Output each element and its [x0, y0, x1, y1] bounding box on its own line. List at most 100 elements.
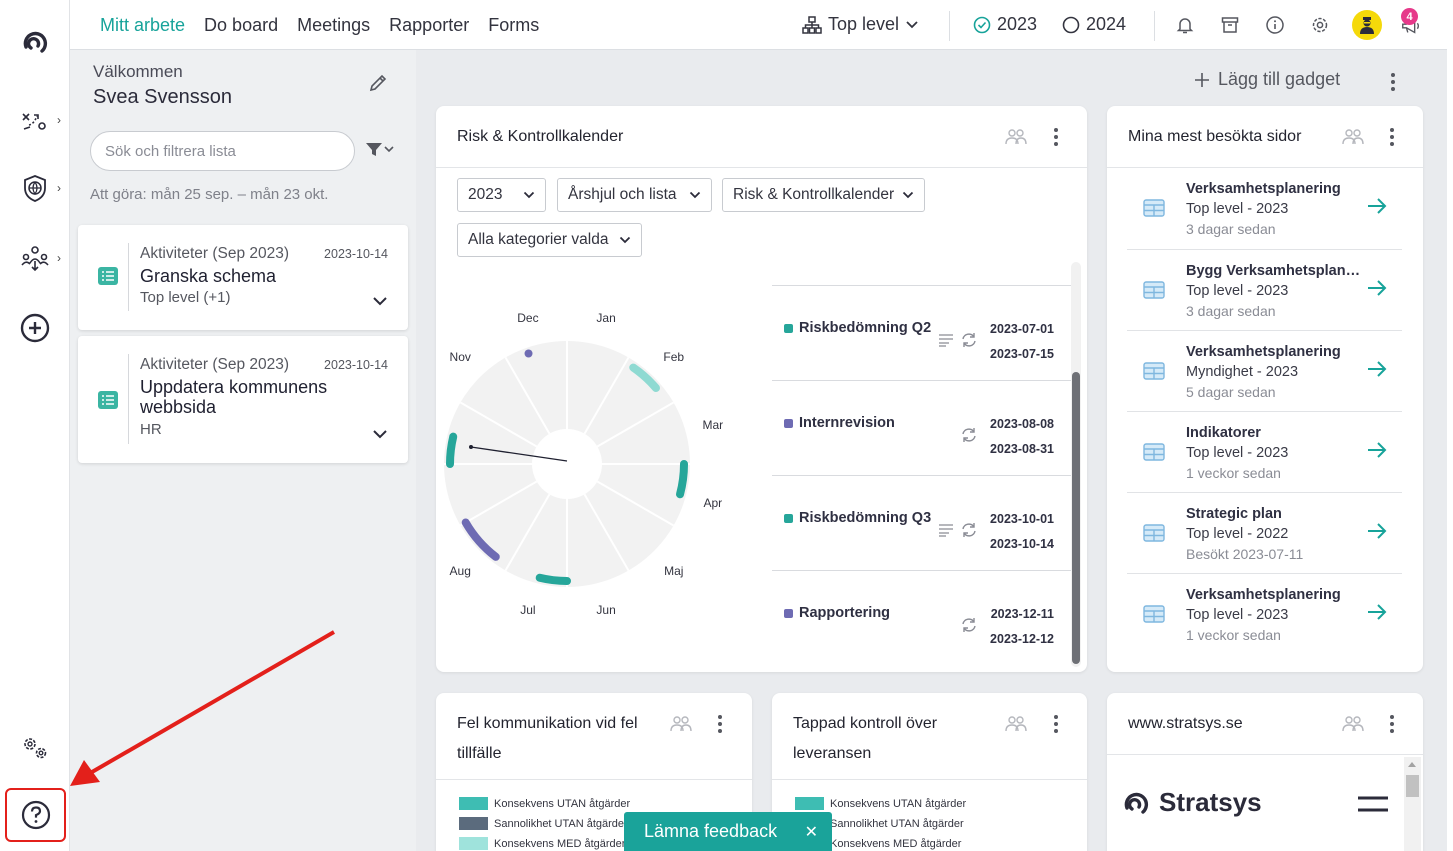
wheel-arc-okt[interactable]	[446, 432, 458, 468]
visited-title[interactable]: Strategic plan	[1186, 506, 1282, 522]
chevron-down-icon[interactable]	[372, 293, 388, 311]
arrow-right-icon[interactable]	[1367, 280, 1387, 301]
visited-title[interactable]: Verksamhetsplanering	[1186, 181, 1341, 197]
hamburger-menu-icon[interactable]	[1358, 796, 1388, 817]
visited-page-item[interactable]: Verksamhetsplanering Top level - 2023 3 da…	[1127, 168, 1402, 249]
visited-title[interactable]: Bygg Verksamhetsplanering	[1186, 263, 1361, 279]
add-circle-icon[interactable]	[0, 308, 70, 348]
nav-meetings[interactable]: Meetings	[297, 14, 371, 35]
organisation-icon[interactable]: ›	[0, 238, 70, 278]
wheel-month-label: Jul	[520, 603, 535, 617]
event-name[interactable]: Internrevision	[784, 415, 895, 431]
event-row[interactable]: Rapportering 2023-12-11 2023-12-12	[772, 570, 1074, 665]
wheel-arc-feb[interactable]	[629, 363, 660, 393]
category-dropdown-value: Alla kategorier valda	[468, 231, 609, 248]
level-selector[interactable]: Top level	[802, 14, 919, 35]
event-end-date: 2023-07-15	[990, 347, 1054, 361]
people-icon[interactable]	[1005, 715, 1027, 738]
nav-do-board[interactable]: Do board	[204, 14, 279, 35]
wheel-dot-dec[interactable]	[524, 349, 533, 358]
event-row[interactable]: Riskbedömning Q3 2023-10-01 2023-10-14	[772, 475, 1074, 570]
stratsys-logo[interactable]: Stratsys	[1121, 787, 1262, 818]
iframe-scrollbar[interactable]	[1404, 757, 1421, 851]
avatar[interactable]	[1352, 10, 1382, 40]
visited-title[interactable]: Verksamhetsplanering	[1186, 587, 1341, 603]
arrow-right-icon[interactable]	[1367, 361, 1387, 382]
event-name[interactable]: Riskbedömning Q2	[784, 320, 931, 336]
wheel-month-divider	[596, 401, 675, 448]
more-vertical-icon[interactable]	[1054, 128, 1058, 146]
visited-page-item[interactable]: Verksamhetsplanering Top level - 2023 1 ve…	[1127, 573, 1402, 654]
filter-dropdown-icon[interactable]	[364, 140, 396, 165]
feedback-button[interactable]: Lämna feedback ✕	[624, 812, 832, 851]
arrow-right-icon[interactable]	[1367, 442, 1387, 463]
task-sub: HR	[140, 421, 162, 438]
wheel-arc-apr[interactable]	[676, 460, 688, 499]
gear-icon[interactable]	[1309, 14, 1331, 36]
gadget-title-line1: Tappad kontroll över	[793, 715, 938, 732]
calendar-dropdown[interactable]: Risk & Kontrollkalender	[722, 178, 925, 212]
chevron-down-icon[interactable]	[372, 426, 388, 444]
bell-icon[interactable]	[1174, 14, 1196, 36]
task-title[interactable]: Granska schema	[140, 266, 277, 286]
arrow-right-icon[interactable]	[1367, 198, 1387, 219]
view-dropdown[interactable]: Årshjul och lista	[557, 178, 712, 212]
risk-shield-icon[interactable]: ›	[0, 168, 70, 208]
more-vertical-icon[interactable]	[1390, 128, 1394, 146]
help-highlight-box[interactable]	[5, 788, 66, 842]
event-row[interactable]: Riskbedömning Q2 2023-07-01 2023-07-15	[772, 285, 1074, 380]
events-scrollbar[interactable]	[1071, 262, 1081, 667]
arrow-right-icon[interactable]	[1367, 604, 1387, 625]
risk-fel-kommunikation-gadget: Fel kommunikation vid fel tillfälle Kons…	[436, 693, 752, 851]
visited-time: 1 veckor sedan	[1186, 627, 1281, 643]
task-card[interactable]: Aktiviteter (Sep 2023) 2023-10-14 Uppdat…	[78, 336, 408, 463]
visited-title[interactable]: Indikatorer	[1186, 425, 1261, 441]
more-vertical-icon[interactable]	[1391, 73, 1395, 91]
more-vertical-icon[interactable]	[1390, 715, 1394, 733]
archive-icon[interactable]	[1219, 14, 1241, 36]
year-2023-toggle[interactable]: 2023	[973, 14, 1037, 35]
more-vertical-icon[interactable]	[1054, 715, 1058, 733]
help-question-icon[interactable]	[20, 799, 52, 831]
gadget-title-line1: Fel kommunikation vid fel	[457, 715, 638, 732]
page-scrollbar[interactable]	[1447, 0, 1453, 851]
settings-gears-icon[interactable]	[0, 727, 70, 767]
visited-page-item[interactable]: Verksamhetsplanering Myndighet - 2023 5 da…	[1127, 330, 1402, 411]
task-title[interactable]: Uppdatera kommunens webbsida	[140, 377, 328, 417]
wheel-arc-aug[interactable]	[461, 518, 500, 561]
search-input[interactable]	[90, 131, 355, 171]
event-name[interactable]: Riskbedömning Q3	[784, 510, 931, 526]
legend-label: Konsekvens UTAN åtgärder	[494, 797, 631, 810]
visited-title[interactable]: Verksamhetsplanering	[1186, 344, 1341, 360]
wheel-month-label: Dec	[517, 311, 538, 325]
arrow-right-icon[interactable]	[1367, 523, 1387, 544]
people-icon[interactable]	[1342, 715, 1364, 738]
year-dropdown[interactable]: 2023	[457, 178, 546, 212]
visited-page-item[interactable]: Indikatorer Top level - 2023 1 veckor seda…	[1127, 411, 1402, 492]
visited-page-item[interactable]: Strategic plan Top level - 2022 Besökt 202…	[1127, 492, 1402, 573]
year-2024-toggle[interactable]: 2024	[1062, 14, 1126, 35]
people-icon[interactable]	[1342, 128, 1364, 151]
pencil-edit-icon[interactable]	[367, 72, 389, 99]
year-2023-label: 2023	[997, 14, 1038, 34]
nav-mitt-arbete[interactable]: Mitt arbete	[100, 14, 186, 35]
wheel-month-divider	[504, 356, 551, 435]
add-gadget-button[interactable]: Lägg till gadget	[1194, 69, 1340, 90]
event-row[interactable]: Internrevision 2023-08-08 2023-08-31	[772, 380, 1074, 475]
year-wheel[interactable]: JanFebMarAprMajJunJulAugSepOktNovDec	[436, 106, 776, 672]
visited-page-item[interactable]: Bygg Verksamhetsplanering Top level - 202…	[1127, 249, 1402, 330]
category-dropdown[interactable]: Alla kategorier valda	[457, 223, 642, 257]
info-icon[interactable]	[1264, 14, 1286, 36]
stratsys-logo-icon[interactable]	[0, 22, 70, 62]
people-icon[interactable]	[1005, 128, 1027, 151]
nav-rapporter[interactable]: Rapporter	[389, 14, 470, 35]
wheel-arc-jul[interactable]	[535, 573, 571, 585]
more-vertical-icon[interactable]	[718, 715, 722, 733]
event-name[interactable]: Rapportering	[784, 605, 890, 621]
people-icon[interactable]	[670, 715, 692, 738]
strategy-icon[interactable]: ›	[0, 100, 70, 140]
task-card[interactable]: Aktiviteter (Sep 2023) 2023-10-14 Gransk…	[78, 225, 408, 330]
nav-forms[interactable]: Forms	[488, 14, 540, 35]
close-icon[interactable]: ✕	[804, 824, 818, 841]
todo-range: Att göra: mån 25 sep. – mån 23 okt.	[90, 186, 329, 203]
